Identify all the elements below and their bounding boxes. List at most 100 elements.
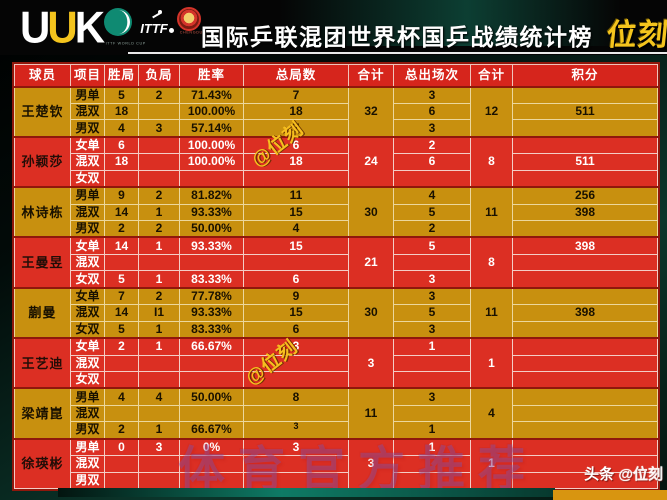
- table-row: 王楚钦 男单 5 2 71.43% 7 32 3 12: [14, 85, 658, 138]
- winrate-cell: 93.33%: [179, 203, 244, 221]
- appearances-cell: 3: [393, 387, 471, 406]
- appearances-cell: 2: [393, 135, 471, 155]
- total-games-cell: 18: [243, 102, 349, 121]
- appearances-cell: 3: [393, 86, 471, 104]
- appearances-sum-cell: 1: [470, 337, 513, 389]
- winrate-cell: [179, 404, 244, 423]
- table-row: 混双: [15, 404, 658, 423]
- appearances-cell: [393, 455, 471, 473]
- table-row: 男双: [15, 471, 658, 490]
- total-games-cell: 9: [243, 286, 349, 306]
- appearances-cell: 5: [393, 236, 471, 255]
- points-cell: [512, 320, 658, 339]
- winrate-cell: 100.00%: [179, 135, 244, 155]
- table-row: 女双: [15, 370, 658, 389]
- bottom-teal-strip: [58, 488, 555, 497]
- ball-icon: [168, 28, 174, 33]
- winrate-cell: 50.00%: [179, 387, 244, 406]
- points-cell: [512, 387, 658, 406]
- event-cell: 女双: [70, 370, 105, 389]
- winrate-cell: 57.14%: [179, 119, 244, 138]
- event-cell: 男单: [70, 387, 105, 406]
- event-cell: 女单: [70, 286, 105, 306]
- points-cell: [512, 119, 658, 138]
- total-games-cell: 11: [243, 186, 349, 205]
- losses-cell: 3: [138, 119, 180, 138]
- column-header-6: 合计: [348, 64, 394, 88]
- wins-cell: 2: [104, 219, 139, 238]
- weike-badge: 位刻: [604, 19, 667, 52]
- losses-cell: [138, 169, 180, 188]
- event-cell: 男双: [70, 421, 105, 440]
- losses-cell: 2: [138, 86, 180, 104]
- points-cell: [512, 286, 658, 306]
- points-cell: 511: [512, 153, 658, 171]
- winrate-cell: [179, 370, 244, 389]
- table-row: 蒯曼 女单 7 2 77.78% 9 30 3 11: [14, 286, 658, 339]
- column-header-5: 总局数: [243, 64, 349, 88]
- total-games-cell: [243, 471, 349, 490]
- total-games-cell: 15: [243, 304, 349, 322]
- winrate-cell: 83.33%: [179, 320, 244, 339]
- table-row: 男双 2 1 66.67% 3 1: [15, 421, 658, 440]
- winrate-cell: [179, 471, 244, 490]
- wins-cell: [104, 370, 139, 389]
- event-cell: 混双: [70, 203, 105, 221]
- event-cell: 男单: [70, 186, 105, 205]
- games-sum-cell: 32: [348, 85, 394, 138]
- wins-cell: 7: [104, 286, 139, 306]
- wins-cell: 5: [104, 270, 139, 289]
- losses-cell: [138, 354, 180, 372]
- total-games-cell: 15: [243, 236, 349, 255]
- appearances-cell: 1: [393, 337, 471, 356]
- losses-cell: 1: [138, 421, 180, 440]
- table-row: 混双: [15, 354, 658, 372]
- appearances-cell: 2: [393, 219, 471, 238]
- winrate-cell: 93.33%: [179, 236, 244, 255]
- total-games-cell: 18: [243, 153, 349, 171]
- event-cell: 混双: [70, 404, 105, 423]
- total-games-cell: 8: [243, 387, 349, 406]
- table-row: 混双 14 I1 93.33% 15 5 398: [15, 304, 658, 322]
- points-cell: [512, 354, 658, 372]
- total-games-cell: 3: [243, 421, 349, 440]
- total-games-cell: 15: [243, 203, 349, 221]
- uuk-letter: U: [47, 2, 77, 53]
- winrate-cell: 66.67%: [179, 337, 244, 356]
- losses-cell: 2: [138, 286, 180, 306]
- column-header-2: 胜局: [104, 64, 139, 88]
- event-cell: 混双: [70, 253, 105, 272]
- winrate-cell: 93.33%: [179, 304, 244, 322]
- winrate-cell: 100.00%: [179, 102, 244, 121]
- ittf-world-cup-logo: ITTF WORLD CUP: [98, 7, 145, 48]
- wins-cell: 9: [104, 186, 139, 205]
- player-name: 孙颖莎: [14, 135, 71, 188]
- appearances-cell: [393, 169, 471, 188]
- points-cell: 398: [512, 236, 658, 255]
- stats-table-wrap: 球员 项目 胜局 负局 胜率 总局数 合计 总出场次 合计 积分 王楚钦 男单 5 2 71.43% 7 32 3…: [12, 62, 660, 491]
- losses-cell: [138, 153, 180, 171]
- wins-cell: 14: [104, 236, 139, 255]
- points-cell: [512, 421, 658, 440]
- losses-cell: [138, 471, 180, 490]
- losses-cell: [138, 404, 180, 423]
- winrate-cell: 71.43%: [179, 86, 244, 104]
- losses-cell: [138, 370, 180, 389]
- wins-cell: [104, 354, 139, 372]
- total-games-cell: [243, 253, 349, 272]
- total-games-cell: 4: [243, 219, 349, 238]
- losses-cell: 1: [138, 270, 180, 289]
- wins-cell: 18: [104, 153, 139, 171]
- total-games-cell: 3: [243, 337, 349, 356]
- games-sum-cell: 30: [348, 186, 394, 238]
- points-cell: [512, 437, 658, 457]
- winrate-cell: 0%: [179, 437, 244, 457]
- winrate-cell: 77.78%: [179, 286, 244, 306]
- losses-cell: 1: [138, 320, 180, 339]
- total-games-cell: 6: [243, 135, 349, 155]
- losses-cell: 1: [138, 236, 180, 255]
- appearances-cell: 6: [393, 102, 471, 121]
- losses-cell: [138, 102, 180, 121]
- uuk-letter: K: [74, 2, 105, 53]
- table-row: 林诗栋 男单 9 2 81.82% 11 30 4 11 256: [14, 186, 658, 238]
